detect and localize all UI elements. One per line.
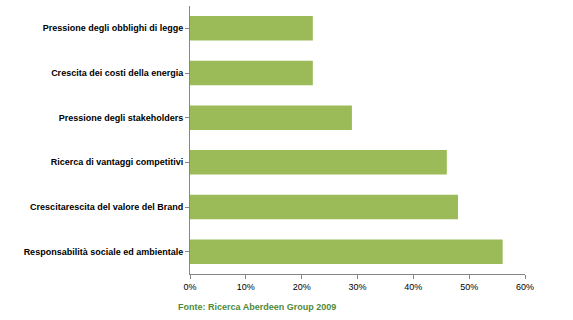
svg-text:0%: 0% (183, 282, 196, 292)
svg-text:Responsabilità sociale ed ambi: Responsabilità sociale ed ambientale (24, 247, 184, 257)
svg-text:10%: 10% (237, 282, 255, 292)
svg-text:Pressione degli obblighi di le: Pressione degli obblighi di legge (43, 23, 184, 33)
svg-text:40%: 40% (404, 282, 422, 292)
svg-text:20%: 20% (293, 282, 311, 292)
svg-text:30%: 30% (348, 282, 366, 292)
svg-text:50%: 50% (460, 282, 478, 292)
svg-text:Crescitarescita del valore del: Crescitarescita del valore del Brand (30, 202, 183, 212)
svg-text:60%: 60% (516, 282, 534, 292)
svg-text:Fonte: Ricerca Aberdeen Group: Fonte: Ricerca Aberdeen Group 2009 (178, 302, 336, 312)
svg-text:Crescita dei costi della energ: Crescita dei costi della energia (51, 68, 184, 78)
svg-text:Pressione degli stakeholders: Pressione degli stakeholders (59, 113, 184, 123)
svg-text:Ricerca di vantaggi competitiv: Ricerca di vantaggi competitivi (51, 157, 184, 167)
